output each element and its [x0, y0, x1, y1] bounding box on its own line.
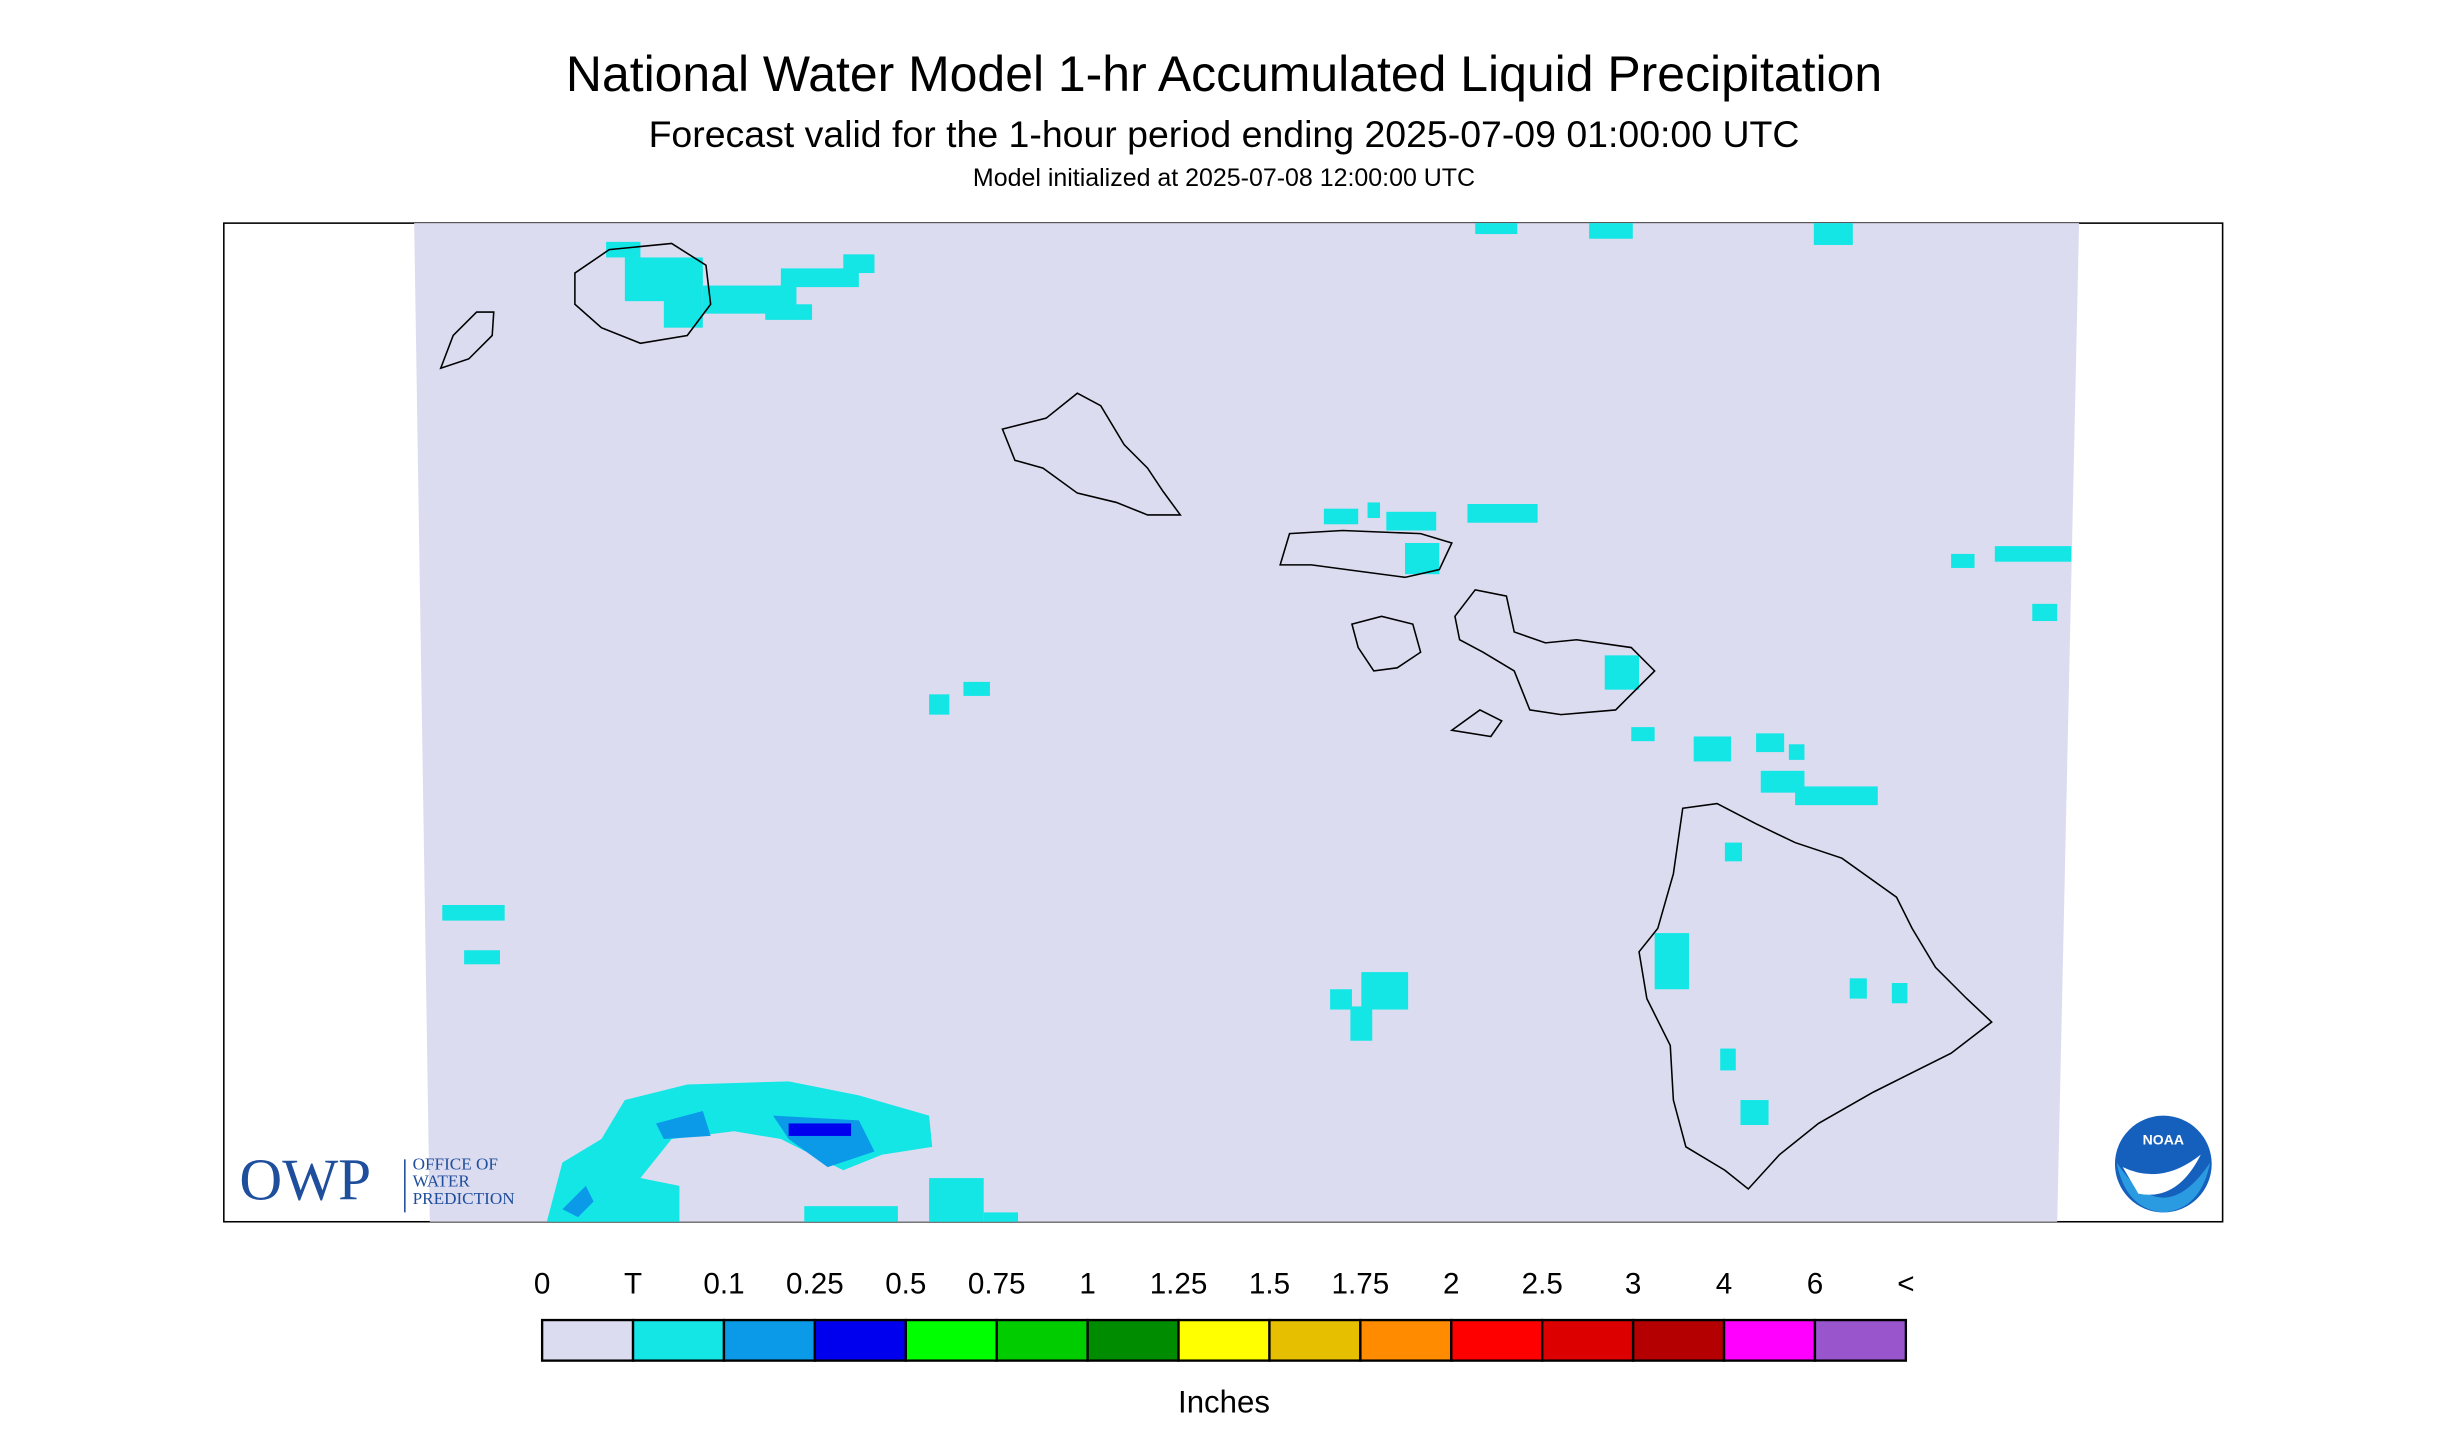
title: National Water Model 1-hr Accumulated Li… — [566, 46, 1882, 102]
legend-label: 0 — [534, 1268, 550, 1301]
legend-swatch — [995, 1318, 1089, 1362]
model-domain — [414, 223, 2080, 1222]
legend-label: 1.5 — [1249, 1268, 1290, 1301]
legend-label: 1 — [1079, 1268, 1095, 1301]
legend-label: 0.1 — [703, 1268, 744, 1301]
legend-swatch — [1177, 1318, 1271, 1362]
legend-label: T — [624, 1268, 642, 1301]
legend-swatch — [1359, 1318, 1453, 1362]
legend-swatch — [722, 1318, 817, 1362]
legend-swatch — [631, 1318, 726, 1362]
precip-areas — [442, 223, 2072, 1222]
noaa-logo: NOAA — [2114, 1115, 2212, 1213]
legend-label: 2 — [1443, 1268, 1459, 1301]
legend-swatch — [540, 1318, 635, 1362]
legend-swatch — [904, 1318, 998, 1362]
subtitle: Forecast valid for the 1-hour period end… — [649, 113, 1800, 155]
owp-text: OWP — [239, 1146, 371, 1212]
owp-line: OFFICE OF — [413, 1155, 498, 1174]
owp-line: PREDICTION — [413, 1189, 515, 1208]
legend-label: 0.25 — [786, 1268, 844, 1301]
legend-swatch — [1268, 1318, 1362, 1362]
island-outlines — [439, 242, 1993, 1191]
legend-swatch — [813, 1318, 907, 1362]
owp-line: WATER — [413, 1172, 471, 1191]
owp-logo: OWP OFFICE OF WATER PREDICTION — [239, 1146, 514, 1212]
legend-label: 3 — [1625, 1268, 1641, 1301]
legend-label: 4 — [1716, 1268, 1732, 1301]
legend-label: 0.5 — [885, 1268, 926, 1301]
legend-swatch — [1722, 1318, 1817, 1362]
legend-swatch — [1813, 1318, 1908, 1362]
legend-label: 1.75 — [1332, 1268, 1390, 1301]
legend-swatch — [1541, 1318, 1635, 1362]
legend-unit: Inches — [1178, 1385, 1270, 1420]
legend-swatch — [1086, 1318, 1180, 1362]
legend-label: < — [1897, 1268, 1914, 1301]
init-time: Model initialized at 2025-07-08 12:00:00… — [973, 164, 1475, 192]
noaa-text: NOAA — [2143, 1131, 2184, 1147]
legend-label: 1.25 — [1150, 1268, 1208, 1301]
legend: 0 T 0.1 0.25 0.5 0.75 1 1.25 1.5 1.75 2 2.5 3 4 6 < — [534, 1268, 1915, 1362]
legend-label: 2.5 — [1522, 1268, 1563, 1301]
legend-swatch — [1450, 1318, 1544, 1362]
legend-swatch — [1631, 1318, 1726, 1362]
legend-label: 0.75 — [968, 1268, 1026, 1301]
legend-label: 6 — [1807, 1268, 1823, 1301]
